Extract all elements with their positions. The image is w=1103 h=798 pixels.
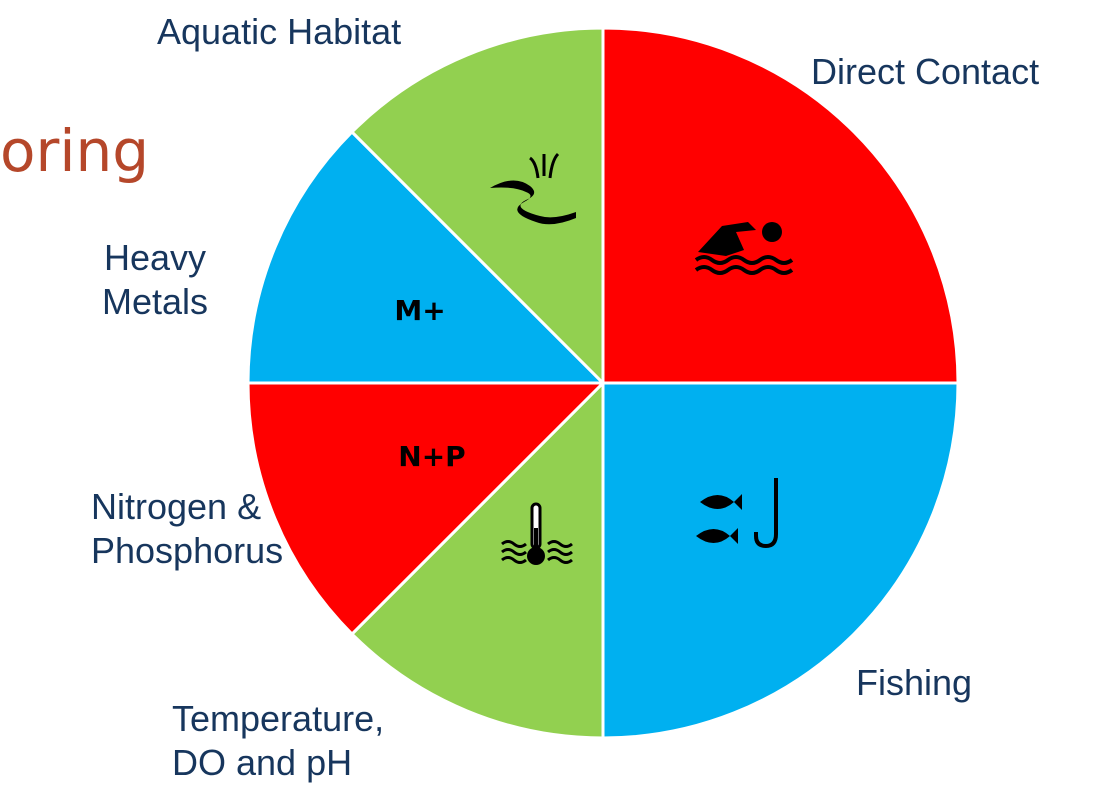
- slice-heavy-metals: [246, 129, 607, 385]
- stream-reeds-icon: [490, 152, 576, 225]
- label-heavy-metals: Heavy Metals: [101, 237, 209, 322]
- fish-hook-icon: [696, 478, 778, 549]
- slice-temperature: [349, 379, 605, 740]
- label-aquatic-habitat: Aquatic Habitat: [157, 11, 402, 52]
- swimmer-icon: [694, 222, 794, 275]
- metals-symbol: M+: [394, 294, 445, 327]
- slice-nitrogen-phosphorus: [246, 381, 607, 637]
- nitrogen-phosphorus-symbol: N+P: [398, 440, 465, 473]
- slide-title-fragment: oring: [0, 117, 150, 185]
- label-fishing: Fishing: [856, 662, 973, 703]
- label-nitrogen-phosphorus: Nitrogen & Phosphorus: [91, 486, 284, 571]
- slice-direct-contact: [601, 26, 960, 385]
- slice-aquatic-habitat: [349, 26, 605, 387]
- thermometer-water-icon: [501, 502, 573, 565]
- label-temperature-do-ph: Temperature, DO and pH: [172, 698, 385, 783]
- label-direct-contact: Direct Contact: [811, 51, 1040, 92]
- slice-fishing: [601, 381, 960, 740]
